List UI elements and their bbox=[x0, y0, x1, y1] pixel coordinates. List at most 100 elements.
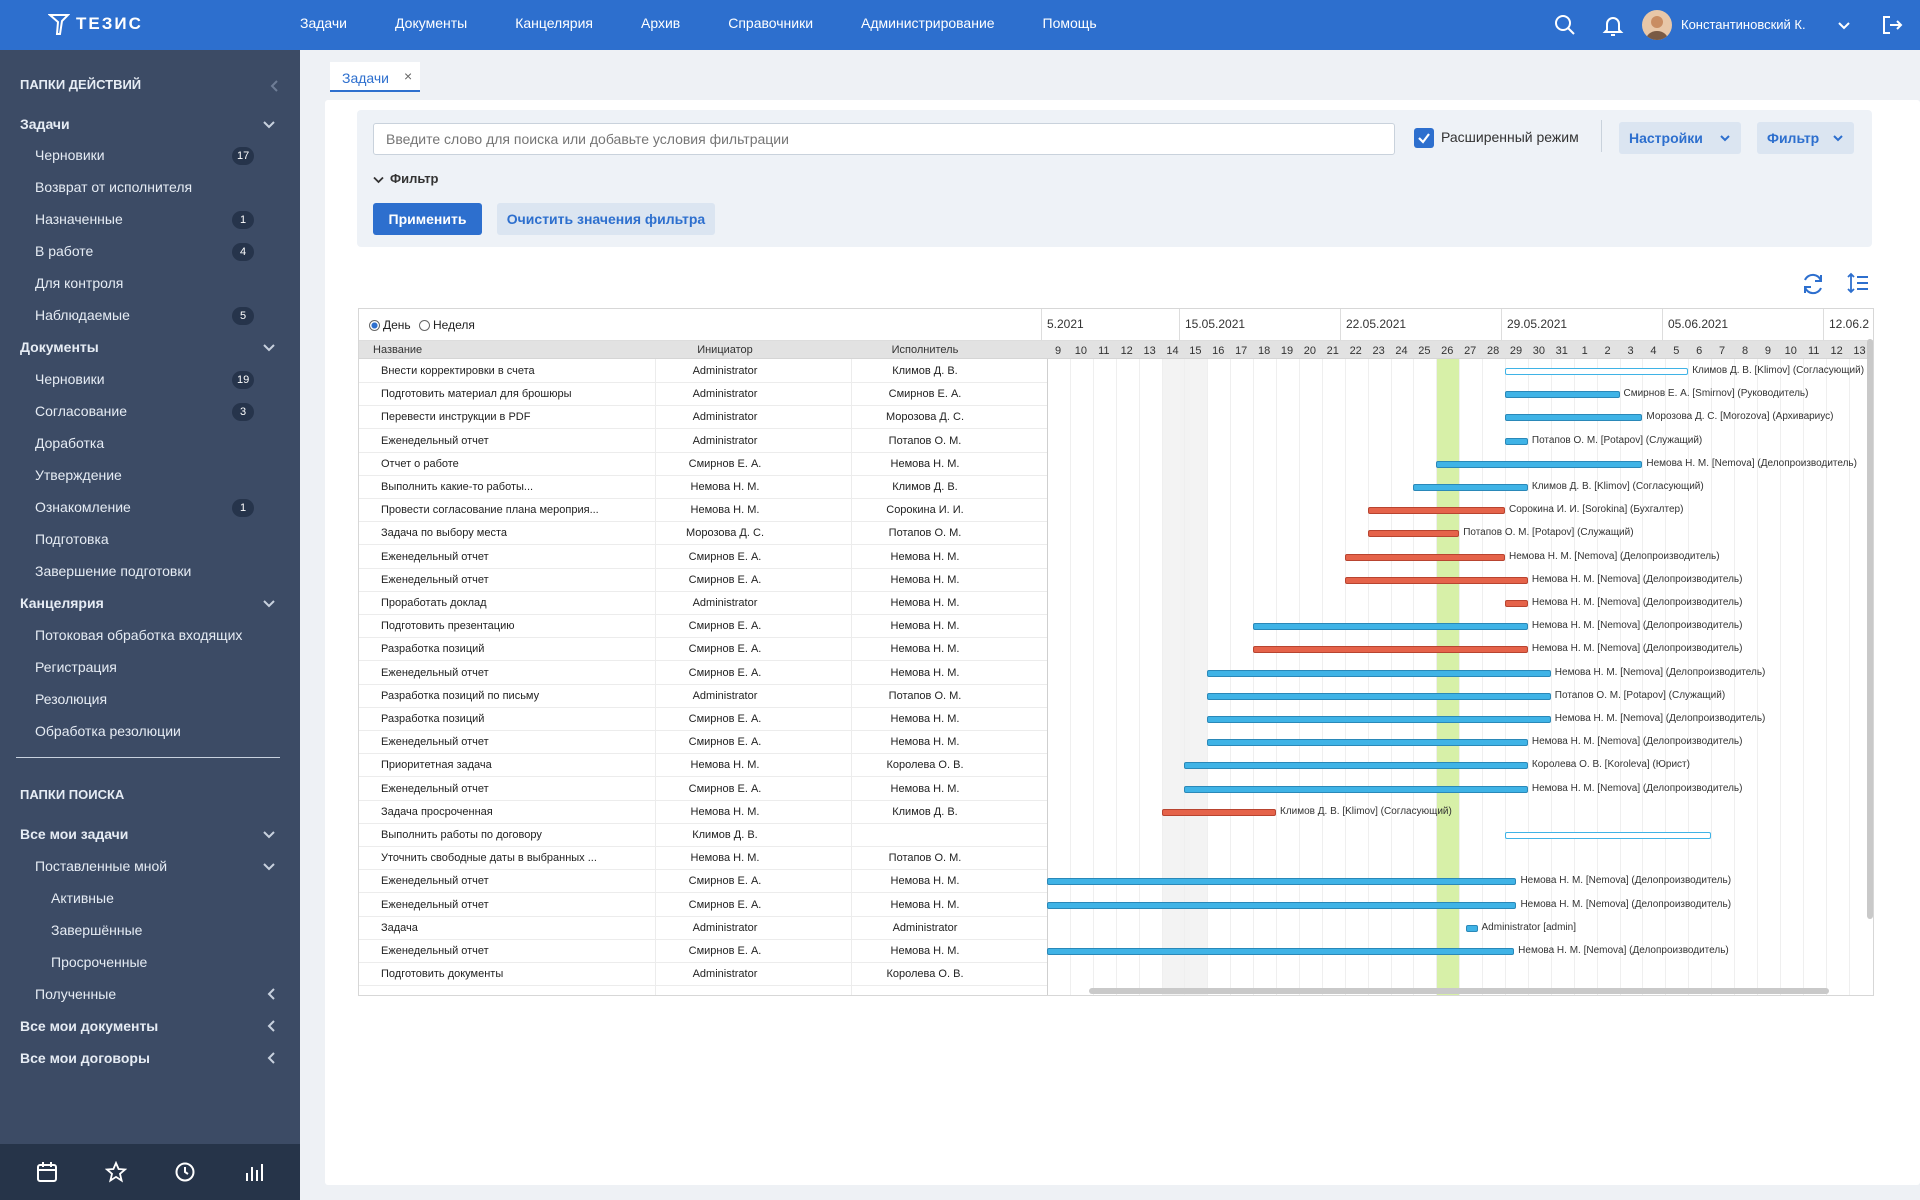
nav-references[interactable]: Справочники bbox=[728, 15, 814, 31]
gantt-bar[interactable] bbox=[1253, 646, 1528, 654]
tab-tasks[interactable]: Задачи × bbox=[330, 62, 420, 92]
gantt-bar[interactable] bbox=[1466, 924, 1478, 932]
chevron-left-icon[interactable] bbox=[266, 987, 276, 1001]
table-row[interactable]: Подготовить материал для брошюры Administ… bbox=[359, 383, 1047, 407]
sidebar-group-tasks[interactable]: Задачи bbox=[20, 116, 70, 132]
table-row[interactable]: Подготовить презентацию Смирнов Е. А. Немо… bbox=[359, 615, 1047, 639]
table-row[interactable]: Еженедельный отчет Смирнов Е. А. Немова Н.… bbox=[359, 894, 1047, 917]
chevron-down-icon[interactable] bbox=[262, 343, 276, 353]
gantt-bar[interactable] bbox=[1505, 832, 1712, 839]
table-row[interactable]: Проработать доклад Administrator Немова Н.… bbox=[359, 592, 1047, 615]
gantt-bar[interactable] bbox=[1505, 368, 1689, 375]
gantt-bar[interactable] bbox=[1505, 391, 1620, 399]
gantt-bar[interactable] bbox=[1047, 878, 1517, 886]
sidebar-item-received[interactable]: Полученные bbox=[35, 986, 117, 1002]
settings-dropdown[interactable]: Настройки bbox=[1619, 122, 1741, 154]
table-row[interactable]: Перевести инструкции в PDF Administrator М… bbox=[359, 406, 1047, 430]
clear-filter-button[interactable]: Очистить значения фильтра bbox=[497, 203, 715, 235]
table-row[interactable]: Внести корректировки в счета Administrato… bbox=[359, 360, 1047, 383]
table-row[interactable]: Провести согласование плана мероприя... Н… bbox=[359, 499, 1047, 523]
table-row[interactable]: Задача просроченная Немова Н. М. Климов Д.… bbox=[359, 801, 1047, 824]
nav-chancellery[interactable]: Канцелярия bbox=[515, 15, 593, 31]
sidebar-group-documents[interactable]: Документы bbox=[20, 339, 99, 355]
table-row[interactable]: Еженедельный отчет Смирнов Е. А. Немова Н.… bbox=[359, 731, 1047, 755]
gantt-bar[interactable] bbox=[1367, 530, 1460, 538]
gantt-bar[interactable] bbox=[1207, 739, 1528, 747]
gantt-bar[interactable] bbox=[1505, 414, 1643, 422]
sidebar-item-confirmation[interactable]: Утверждение bbox=[35, 467, 122, 483]
sidebar-item-set-by-me[interactable]: Поставленные мной bbox=[35, 858, 168, 874]
history-icon[interactable] bbox=[174, 1161, 196, 1183]
table-row[interactable]: Еженедельный отчет Смирнов Е. А. Немова Н.… bbox=[359, 546, 1047, 569]
sidebar-item-assigned[interactable]: Назначенные bbox=[35, 211, 123, 227]
column-header-executor[interactable]: Исполнитель bbox=[891, 344, 959, 356]
table-row[interactable]: Еженедельный отчет Смирнов Е. А. Немова Н.… bbox=[359, 778, 1047, 801]
table-row[interactable]: Выполнить какие-то работы... Немова Н. М.… bbox=[359, 476, 1047, 499]
gantt-bar[interactable] bbox=[1344, 576, 1528, 584]
gantt-bar[interactable] bbox=[1161, 808, 1276, 816]
horizontal-scrollbar[interactable] bbox=[1089, 988, 1829, 994]
chevron-down-icon[interactable] bbox=[262, 862, 276, 872]
table-row[interactable]: Еженедельный отчет Смирнов Е. А. Немова Н.… bbox=[359, 870, 1047, 894]
sidebar-item-resolution-processing[interactable]: Обработка резолюции bbox=[35, 723, 181, 739]
gantt-bar[interactable] bbox=[1207, 669, 1551, 677]
chevron-down-icon[interactable] bbox=[262, 120, 276, 130]
gantt-bar[interactable] bbox=[1184, 785, 1528, 793]
sidebar-item-rework[interactable]: Доработка bbox=[35, 435, 105, 451]
sidebar-all-my-documents[interactable]: Все мои документы bbox=[20, 1018, 159, 1034]
gantt-bar[interactable] bbox=[1047, 948, 1515, 955]
sidebar-all-my-tasks[interactable]: Все мои задачи bbox=[20, 826, 129, 842]
table-row[interactable]: Еженедельный отчет Смирнов Е. А. Немова Н.… bbox=[359, 662, 1047, 685]
chevron-left-icon[interactable] bbox=[266, 1051, 276, 1065]
apply-button[interactable]: Применить bbox=[373, 203, 482, 235]
table-row[interactable]: Подготовить документы Administrator Короле… bbox=[359, 963, 1047, 987]
refresh-icon[interactable] bbox=[1800, 271, 1826, 297]
table-row[interactable]: Отчет о работе Смирнов Е. А. Немова Н. М. bbox=[359, 453, 1047, 476]
sidebar-item-prep-completion[interactable]: Завершение подготовки bbox=[35, 563, 192, 579]
sidebar-item-resolution[interactable]: Резолюция bbox=[35, 691, 108, 707]
sidebar-all-my-contracts[interactable]: Все мои договоры bbox=[20, 1050, 150, 1066]
nav-documents[interactable]: Документы bbox=[395, 15, 468, 31]
close-icon[interactable]: × bbox=[404, 68, 413, 84]
scale-day-radio[interactable]: День bbox=[369, 318, 411, 332]
search-icon[interactable] bbox=[1553, 13, 1577, 37]
table-row[interactable]: Уточнить свободные даты в выбранных ... Н… bbox=[359, 847, 1047, 871]
table-row[interactable]: Еженедельный отчет Смирнов Е. А. Немова Н.… bbox=[359, 940, 1047, 963]
sidebar-item-in-work[interactable]: В работе bbox=[35, 243, 94, 259]
star-icon[interactable] bbox=[104, 1161, 127, 1183]
column-header-initiator[interactable]: Инициатор bbox=[697, 344, 753, 356]
nav-help[interactable]: Помощь bbox=[1042, 15, 1097, 31]
sidebar-item-returned[interactable]: Возврат от исполнителя bbox=[35, 179, 193, 195]
gantt-bar[interactable] bbox=[1184, 762, 1528, 770]
sidebar-item-observed[interactable]: Наблюдаемые bbox=[35, 307, 130, 323]
scale-week-radio[interactable]: Неделя bbox=[419, 318, 475, 332]
sidebar-item-overdue[interactable]: Просроченные bbox=[51, 954, 148, 970]
sidebar-item-completed[interactable]: Завершённые bbox=[51, 922, 143, 938]
gantt-bar[interactable] bbox=[1047, 901, 1517, 909]
sidebar-item-task-drafts[interactable]: Черновики bbox=[35, 147, 105, 163]
sidebar-item-preparation[interactable]: Подготовка bbox=[35, 531, 109, 547]
logout-icon[interactable] bbox=[1880, 13, 1904, 37]
chevron-down-icon[interactable] bbox=[262, 830, 276, 840]
chevron-down-icon[interactable] bbox=[262, 599, 276, 609]
user-name[interactable]: Константиновский К. bbox=[1681, 17, 1806, 32]
app-logo[interactable]: ТЕЗИС bbox=[48, 12, 143, 36]
avatar[interactable] bbox=[1642, 10, 1672, 40]
gantt-bar[interactable] bbox=[1505, 600, 1528, 607]
collapse-icon[interactable] bbox=[270, 80, 280, 92]
sidebar-item-active[interactable]: Активные bbox=[51, 890, 114, 906]
table-row[interactable]: Приоритетная задача Немова Н. М. Королева … bbox=[359, 754, 1047, 778]
filter-dropdown[interactable]: Фильтр bbox=[1757, 122, 1854, 154]
bell-icon[interactable] bbox=[1601, 13, 1625, 37]
search-input[interactable] bbox=[373, 123, 1395, 155]
table-row[interactable]: Разработка позиций Смирнов Е. А. Немова Н.… bbox=[359, 708, 1047, 731]
chevron-down-icon[interactable] bbox=[1836, 17, 1852, 33]
gantt-bar[interactable] bbox=[1436, 460, 1643, 468]
advanced-mode-checkbox[interactable] bbox=[1414, 128, 1434, 148]
gantt-bar[interactable] bbox=[1367, 507, 1505, 515]
column-header-name[interactable]: Название bbox=[373, 344, 423, 356]
sidebar-item-familiarization[interactable]: Ознакомление bbox=[35, 499, 131, 515]
nav-administration[interactable]: Администрирование bbox=[861, 15, 995, 31]
gantt-bar[interactable] bbox=[1413, 484, 1528, 491]
gantt-bar[interactable] bbox=[1505, 437, 1528, 445]
